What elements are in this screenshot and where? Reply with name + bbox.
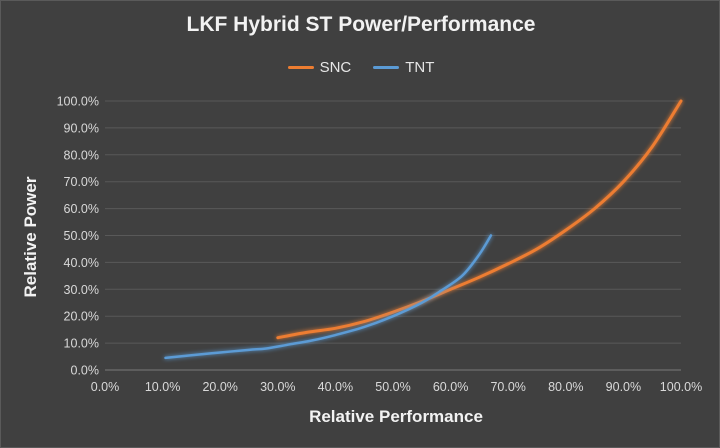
legend-item-snc: SNC — [287, 59, 352, 76]
legend-label-snc: SNC — [319, 59, 352, 76]
y-tick-label: 40.0% — [64, 256, 99, 270]
y-tick-label: 30.0% — [64, 283, 99, 297]
x-tick-label: 10.0% — [145, 380, 180, 394]
x-tick-label: 100.0% — [660, 380, 702, 394]
x-axis-ticks: 0.0% 10.0% 20.0% 30.0% 40.0% 50.0% 60.0% 70.0% 8… — [91, 380, 702, 394]
x-tick-label: 50.0% — [375, 380, 410, 394]
x-tick-label: 20.0% — [202, 380, 237, 394]
legend-label-tnt: TNT — [405, 59, 435, 76]
x-tick-label: 30.0% — [260, 380, 295, 394]
x-tick-label: 40.0% — [318, 380, 353, 394]
y-tick-label: 20.0% — [64, 310, 99, 324]
series-line-tnt — [164, 234, 493, 360]
x-tick-label: 90.0% — [606, 380, 641, 394]
y-tick-label: 80.0% — [64, 148, 99, 162]
y-tick-label: 60.0% — [64, 202, 99, 216]
x-tick-label: 0.0% — [91, 380, 120, 394]
y-tick-label: 70.0% — [64, 175, 99, 189]
series-line-snc — [276, 99, 683, 340]
grid-lines — [105, 100, 681, 371]
y-tick-label: 50.0% — [64, 229, 99, 243]
y-axis-label: Relative Power — [21, 176, 40, 298]
series-lines — [164, 99, 683, 360]
y-axis-ticks: 0.0% 10.0% 20.0% 30.0% 40.0% 50.0% 60.0% 70.0% 8… — [57, 95, 99, 378]
x-axis-label: Relative Performance — [309, 407, 483, 426]
chart-legend: SNC TNT — [1, 59, 719, 76]
x-tick-label: 80.0% — [548, 380, 583, 394]
chart-title: LKF Hybrid ST Power/Performance — [186, 13, 536, 36]
y-tick-label: 0.0% — [71, 364, 100, 378]
x-tick-label: 60.0% — [433, 380, 468, 394]
legend-item-tnt: TNT — [373, 59, 434, 76]
legend-swatch-snc — [287, 66, 314, 69]
y-tick-label: 90.0% — [64, 121, 99, 135]
legend-swatch-tnt — [373, 66, 400, 69]
y-tick-label: 100.0% — [57, 95, 99, 109]
y-tick-label: 10.0% — [64, 337, 99, 351]
x-tick-label: 70.0% — [490, 380, 525, 394]
